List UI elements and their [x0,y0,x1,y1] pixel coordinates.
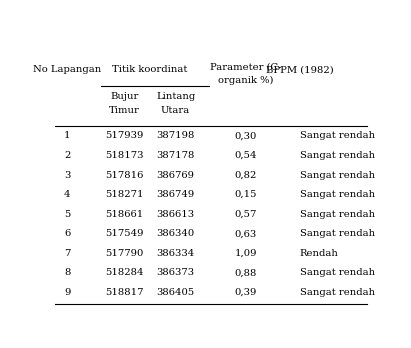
Text: 0,54: 0,54 [234,151,257,160]
Text: 386749: 386749 [157,190,195,199]
Text: 0,63: 0,63 [235,229,257,238]
Text: Sangat rendah: Sangat rendah [300,288,375,297]
Text: 517939: 517939 [106,132,144,141]
Text: Sangat rendah: Sangat rendah [300,171,375,180]
Text: 386405: 386405 [157,288,195,297]
Text: Timur: Timur [109,105,140,114]
Text: 2: 2 [64,151,71,160]
Text: Rendah: Rendah [300,249,339,258]
Text: Utara: Utara [161,105,190,114]
Text: 0,88: 0,88 [235,268,257,277]
Text: 518271: 518271 [105,190,144,199]
Text: 3: 3 [64,171,71,180]
Text: 8: 8 [64,268,71,277]
Text: Bujur: Bujur [111,92,139,101]
Text: 7: 7 [64,249,71,258]
Text: 386769: 386769 [157,171,194,180]
Text: 518284: 518284 [105,268,144,277]
Text: 0,30: 0,30 [235,132,257,141]
Text: Sangat rendah: Sangat rendah [300,210,375,219]
Text: 387178: 387178 [157,151,195,160]
Text: Sangat rendah: Sangat rendah [300,190,375,199]
Text: 1: 1 [64,132,71,141]
Text: Titik koordinat: Titik koordinat [113,65,188,74]
Text: 517790: 517790 [106,249,144,258]
Text: Sangat rendah: Sangat rendah [300,229,375,238]
Text: 6: 6 [64,229,70,238]
Text: organik %): organik %) [218,76,273,85]
Text: 0,57: 0,57 [235,210,257,219]
Text: 1,09: 1,09 [234,249,257,258]
Text: 0,82: 0,82 [235,171,257,180]
Text: 0,15: 0,15 [234,190,257,199]
Text: 517816: 517816 [106,171,144,180]
Text: 386334: 386334 [157,249,195,258]
Text: Sangat rendah: Sangat rendah [300,268,375,277]
Text: No Lapangan: No Lapangan [33,65,102,74]
Text: Sangat rendah: Sangat rendah [300,132,375,141]
Text: Parameter (C-: Parameter (C- [210,63,282,72]
Text: 386373: 386373 [157,268,195,277]
Text: 4: 4 [64,190,71,199]
Text: 518817: 518817 [105,288,144,297]
Text: 5: 5 [64,210,71,219]
Text: 0,39: 0,39 [235,288,257,297]
Text: 518661: 518661 [106,210,144,219]
Text: Lintang: Lintang [156,92,195,101]
Text: BPPM (1982): BPPM (1982) [266,65,334,74]
Text: 387198: 387198 [157,132,195,141]
Text: Sangat rendah: Sangat rendah [300,151,375,160]
Text: 386340: 386340 [157,229,195,238]
Text: 9: 9 [64,288,71,297]
Text: 517549: 517549 [105,229,144,238]
Text: 518173: 518173 [105,151,144,160]
Text: 386613: 386613 [157,210,195,219]
